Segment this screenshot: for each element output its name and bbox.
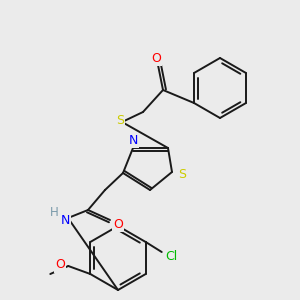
Text: S: S — [178, 169, 186, 182]
Text: O: O — [151, 52, 161, 64]
Text: H: H — [50, 206, 58, 220]
Text: O: O — [55, 259, 65, 272]
Text: O: O — [113, 218, 123, 230]
Text: N: N — [128, 134, 138, 146]
Text: N: N — [60, 214, 70, 226]
Text: Cl: Cl — [166, 250, 178, 262]
Text: S: S — [116, 115, 124, 128]
